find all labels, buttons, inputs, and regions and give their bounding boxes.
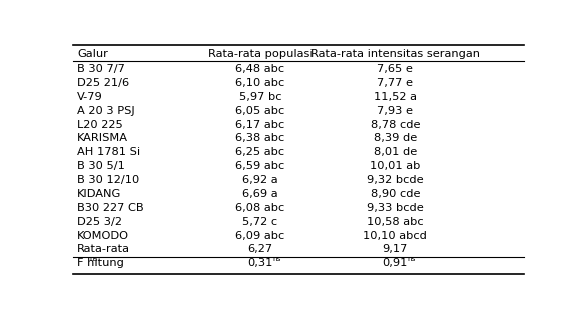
Text: AH 1781 Si: AH 1781 Si — [77, 147, 140, 157]
Text: D25 21/6: D25 21/6 — [77, 78, 129, 88]
Text: 9,17: 9,17 — [382, 244, 408, 254]
Text: 8,01 de: 8,01 de — [374, 147, 417, 157]
Text: 10,10 abcd: 10,10 abcd — [363, 231, 427, 241]
Text: ns: ns — [90, 256, 98, 263]
Text: KOMODO: KOMODO — [77, 231, 129, 241]
Text: 7,65 e: 7,65 e — [377, 64, 413, 74]
Text: 10,58 abc: 10,58 abc — [367, 217, 424, 227]
Text: ns: ns — [272, 256, 281, 263]
Text: Galur: Galur — [77, 49, 108, 59]
Text: 6,38 abc: 6,38 abc — [235, 133, 285, 143]
Text: Rata-rata: Rata-rata — [77, 244, 130, 254]
Text: 6,59 abc: 6,59 abc — [235, 161, 285, 171]
Text: A 20 3 PSJ: A 20 3 PSJ — [77, 106, 135, 116]
Text: B 30 12/10: B 30 12/10 — [77, 175, 140, 185]
Text: KARISMA: KARISMA — [77, 133, 128, 143]
Text: 9,32 bcde: 9,32 bcde — [367, 175, 424, 185]
Text: 6,05 abc: 6,05 abc — [235, 106, 285, 116]
Text: 8,78 cde: 8,78 cde — [371, 120, 420, 130]
Text: B 30 7/7: B 30 7/7 — [77, 64, 125, 74]
Text: 6,48 abc: 6,48 abc — [235, 64, 285, 74]
Text: 5,72 c: 5,72 c — [242, 217, 278, 227]
Text: D25 3/2: D25 3/2 — [77, 217, 122, 227]
Text: ns: ns — [407, 256, 416, 263]
Text: Rata-rata intensitas serangan: Rata-rata intensitas serangan — [311, 49, 480, 59]
Text: 6,92 a: 6,92 a — [242, 175, 278, 185]
Text: B 30 5/1: B 30 5/1 — [77, 161, 125, 171]
Text: 0,91: 0,91 — [382, 258, 408, 268]
Text: 8,90 cde: 8,90 cde — [371, 189, 420, 199]
Text: F hitung: F hitung — [77, 258, 124, 268]
Text: 6,17 abc: 6,17 abc — [235, 120, 285, 130]
Text: 5,97 bc: 5,97 bc — [239, 92, 281, 102]
Text: L20 225: L20 225 — [77, 120, 123, 130]
Text: 6,27: 6,27 — [247, 244, 272, 254]
Text: 7,93 e: 7,93 e — [377, 106, 413, 116]
Text: 6,09 abc: 6,09 abc — [235, 231, 285, 241]
Text: 6,10 abc: 6,10 abc — [235, 78, 285, 88]
Text: B30 227 CB: B30 227 CB — [77, 203, 144, 213]
Text: V-79: V-79 — [77, 92, 103, 102]
Text: 11,52 a: 11,52 a — [374, 92, 417, 102]
Text: 7,77 e: 7,77 e — [377, 78, 413, 88]
Text: 8,39 de: 8,39 de — [374, 133, 417, 143]
Text: 6,69 a: 6,69 a — [242, 189, 278, 199]
Text: KIDANG: KIDANG — [77, 189, 122, 199]
Text: 6,25 abc: 6,25 abc — [235, 147, 285, 157]
Text: 9,33 bcde: 9,33 bcde — [367, 203, 424, 213]
Text: 0,31: 0,31 — [247, 258, 272, 268]
Text: 6,08 abc: 6,08 abc — [235, 203, 285, 213]
Text: Rata-rata populasi: Rata-rata populasi — [208, 49, 313, 59]
Text: 10,01 ab: 10,01 ab — [370, 161, 420, 171]
